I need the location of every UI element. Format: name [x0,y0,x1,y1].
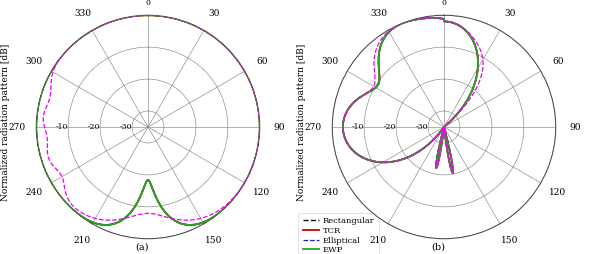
Text: -10: -10 [56,123,68,131]
Text: 0: 0 [442,0,446,7]
Legend: Rectangular, TCR, Elliptical, EWP, Triangular: Rectangular, TCR, Elliptical, EWP, Trian… [298,213,378,254]
Text: -30: -30 [120,123,132,131]
Text: -20: -20 [384,123,396,131]
Text: 0: 0 [146,0,150,7]
Text: -20: -20 [88,123,100,131]
Text: -30: -30 [416,123,428,131]
Text: -10: -10 [352,123,364,131]
Text: (a): (a) [136,243,149,251]
Text: (b): (b) [431,243,445,251]
Text: Normalized radiation pattern [dB]: Normalized radiation pattern [dB] [1,43,11,201]
Text: Normalized radiation pattern [dB]: Normalized radiation pattern [dB] [297,43,307,201]
